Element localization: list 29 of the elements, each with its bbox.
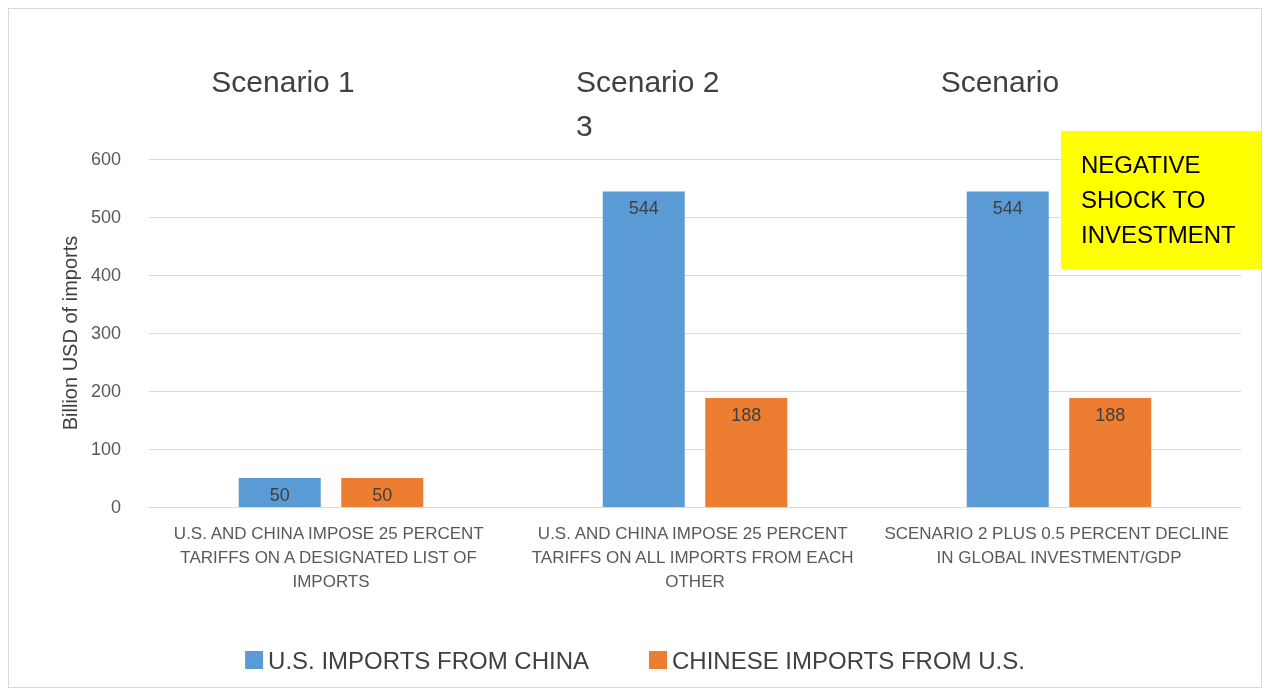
- data-label: 188: [1095, 404, 1126, 425]
- y-tick-label: 300: [90, 323, 121, 343]
- y-tick-label: 600: [90, 149, 121, 169]
- bar: [966, 191, 1049, 507]
- bar: [705, 397, 788, 507]
- y-axis-title: Billion USD of imports: [59, 235, 82, 431]
- data-label: 188: [731, 404, 762, 425]
- x-tick-label: SCENARIO 2 PLUS 0.5 PERCENT DECLINE IN GLOBAL INVESTMENT/GDP: [884, 523, 1234, 567]
- data-label: 50: [372, 485, 393, 505]
- annotation: NEGATIVE SHOCK TO INVESTMENT: [1081, 151, 1237, 248]
- text: Scenario 2 3: [576, 64, 720, 142]
- y-tick-label: 400: [90, 265, 121, 285]
- y-tick-label: 500: [90, 207, 121, 227]
- data-label: 544: [992, 198, 1023, 219]
- legend-label: CHINESE IMPORTS FROM U.S.: [671, 646, 1025, 674]
- y-tick-label: 100: [90, 439, 121, 459]
- legend-label: U.S. IMPORTS FROM CHINA: [268, 646, 589, 674]
- bar: [602, 191, 685, 507]
- text: Scenario 1: [211, 64, 355, 98]
- bar: [1069, 397, 1152, 507]
- x-tick-label: U.S. AND CHINA IMPOSE 25 PERCENT TARIFFS ON ALL IMPORTS FROM EACH OTHER: [531, 523, 859, 591]
- text: Scenario: [940, 64, 1060, 98]
- data-label: 50: [269, 485, 290, 505]
- data-label: 544: [628, 198, 659, 219]
- x-tick-label: U.S. AND CHINA IMPOSE 25 PERCENT TARIFFS ON A DESIGNATED LIST OF IMPORTS: [173, 523, 489, 591]
- y-tick-label: 0: [110, 497, 121, 517]
- y-tick-label: 200: [90, 381, 121, 401]
- bar: [238, 478, 321, 507]
- bar: [341, 478, 424, 507]
